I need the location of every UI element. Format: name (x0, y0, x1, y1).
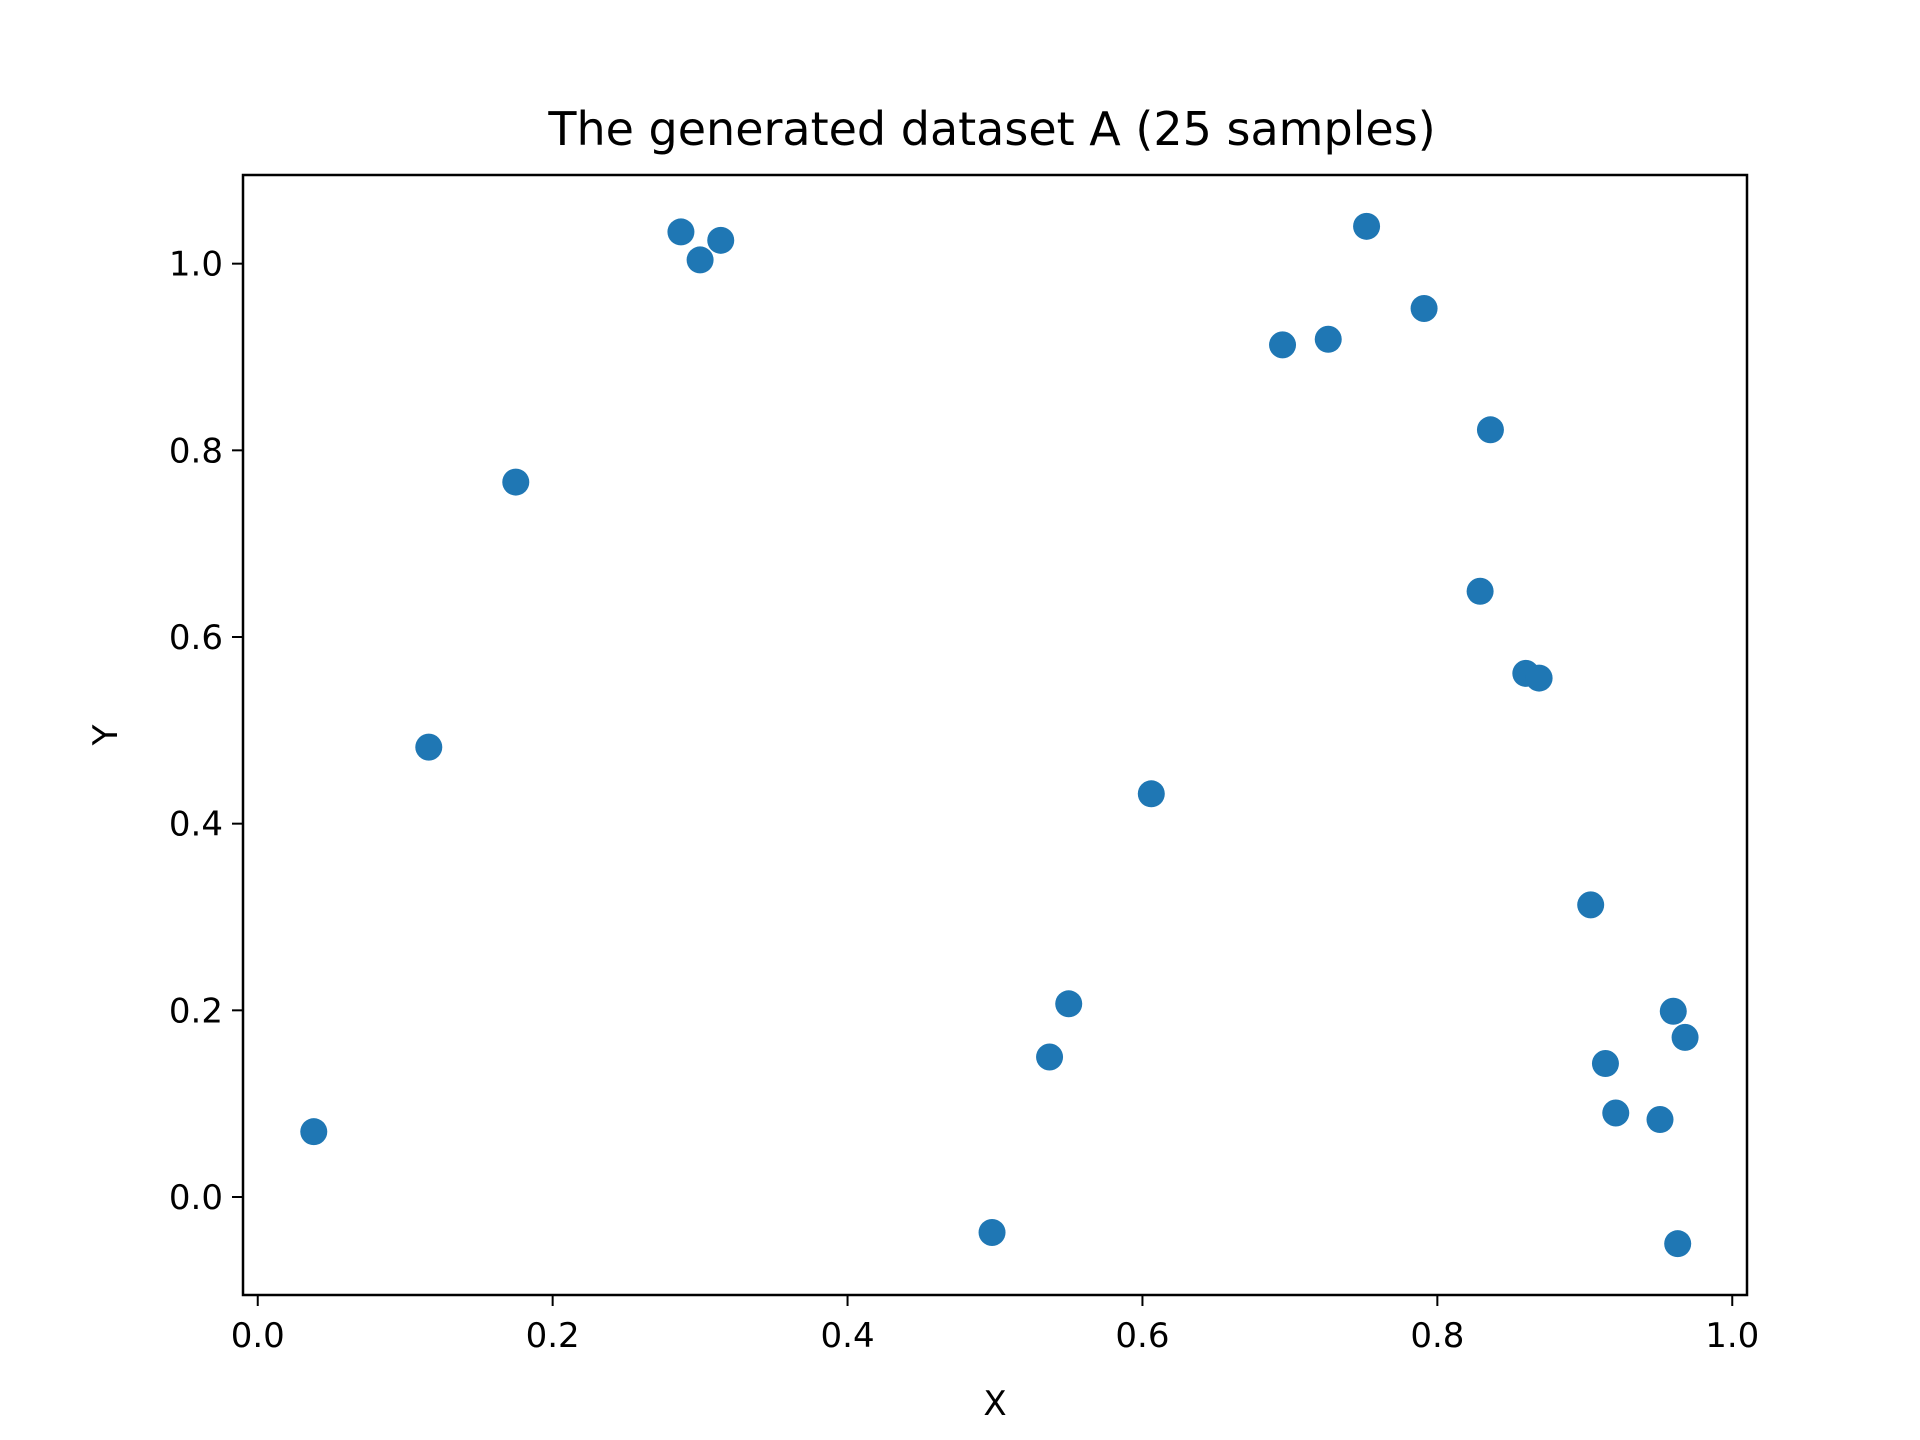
y-tick-label: 0.6 (169, 618, 223, 658)
x-tick-label: 0.8 (1410, 1316, 1464, 1356)
y-tick-label: 0.2 (169, 991, 223, 1031)
scatter-point-2 (415, 733, 443, 761)
scatter-point-11 (1269, 331, 1297, 359)
scatter-point-5 (686, 246, 714, 274)
x-tick-label: 0.4 (821, 1316, 875, 1356)
scatter-point-14 (1410, 294, 1438, 322)
scatter-point-10 (1137, 780, 1165, 808)
y-axis-ticks: 0.0 0.2 0.4 0.6 0.8 1.0 (169, 245, 243, 1218)
scatter-point-21 (1671, 1023, 1699, 1051)
scatter-point-16 (1466, 577, 1494, 605)
x-axis-label: X (983, 1384, 1006, 1424)
scatter-point-1 (300, 1118, 328, 1146)
scatter-point-24 (1646, 1106, 1674, 1134)
scatter-point-13 (1353, 212, 1381, 240)
scatter-point-7 (978, 1218, 1006, 1246)
scatter-point-3 (502, 468, 530, 496)
scatter-point-25 (1664, 1230, 1692, 1258)
y-tick-label: 0.0 (169, 1178, 223, 1218)
scatter-point-18 (1525, 664, 1553, 692)
scatter-point-19 (1577, 891, 1605, 919)
scatter-point-22 (1591, 1050, 1619, 1078)
plot-frame (241, 173, 1749, 1297)
x-tick-label: 0.2 (526, 1316, 580, 1356)
x-tick-label: 1.0 (1705, 1316, 1759, 1356)
x-axis-ticks: 0.0 0.2 0.4 0.6 0.8 1.0 (231, 1295, 1759, 1356)
scatter-point-6 (707, 226, 735, 254)
points-layer (300, 212, 1699, 1258)
scatter-point-8 (1036, 1043, 1064, 1071)
scatter-point-23 (1602, 1099, 1630, 1127)
x-tick-label: 0.6 (1115, 1316, 1169, 1356)
scatter-point-12 (1314, 325, 1342, 353)
y-tick-label: 0.8 (169, 431, 223, 471)
x-tick-label: 0.0 (231, 1316, 285, 1356)
y-tick-label: 1.0 (169, 245, 223, 285)
y-tick-label: 0.4 (169, 805, 223, 845)
y-axis-label: Y (86, 724, 126, 746)
scatter-point-20 (1659, 997, 1687, 1025)
chart-title: The generated dataset A (25 samples) (547, 102, 1435, 156)
scatter-point-9 (1055, 990, 1083, 1018)
scatter-point-4 (667, 218, 695, 246)
scatter-point-15 (1476, 416, 1504, 444)
